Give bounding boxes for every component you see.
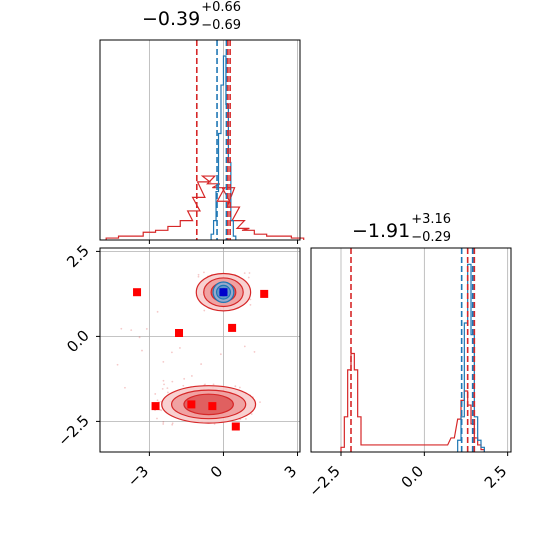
joint-sample-point	[200, 363, 203, 365]
joint-sample-point	[120, 327, 123, 330]
joint-sample-point	[171, 380, 174, 383]
param-1-marginal-histogram-series-0	[105, 175, 305, 240]
param-2-marginal-panel	[310, 247, 512, 456]
upper-error-label: +3.16	[411, 212, 452, 227]
param-2-x-tick-label: 0.0	[398, 462, 428, 492]
joint-truth-marker	[219, 288, 228, 297]
joint-marker-point	[231, 422, 240, 431]
joint-sample-point	[116, 363, 119, 366]
joint-marker-point	[175, 329, 184, 337]
joint-sample-point	[197, 273, 200, 276]
param-2-x-tick-label: −2.5	[305, 462, 343, 500]
joint-sample-point	[182, 384, 185, 387]
joint-sample-point	[250, 413, 253, 415]
joint-sample-point	[253, 351, 256, 353]
param-2-marginal-frame	[310, 247, 512, 453]
joint-sample-point	[167, 391, 169, 394]
joint-x-tick-label: −3	[124, 462, 152, 490]
joint-marker-point	[228, 323, 237, 332]
median-label: −1.91	[352, 220, 411, 242]
joint-sample-point	[247, 276, 250, 279]
joint-sample-point	[156, 310, 159, 313]
joint-sample-point	[190, 375, 193, 377]
median-label: −0.39	[142, 8, 201, 30]
joint-sample-point	[243, 272, 246, 274]
param-1-marginal-histogram-series-1	[210, 55, 237, 240]
joint-marker-point	[151, 402, 160, 411]
joint-sample-point	[171, 351, 173, 354]
joint-sample-point	[245, 417, 247, 420]
joint-sample-point	[249, 303, 252, 306]
joint-sample-point	[249, 298, 252, 301]
joint-sample-point	[162, 379, 165, 382]
joint-sample-point	[130, 329, 133, 331]
joint-marker-point	[208, 402, 217, 411]
joint-sample-point	[203, 271, 205, 274]
joint-marker-point	[260, 289, 269, 298]
joint-sample-point	[179, 347, 181, 349]
joint-sample-point	[156, 399, 159, 402]
joint-sample-point	[171, 423, 174, 426]
joint-sample-point	[141, 349, 143, 352]
joint-marker-point	[187, 400, 196, 409]
joint-frame	[99, 247, 301, 453]
joint-sample-point	[138, 336, 141, 339]
joint-sample-point	[162, 421, 165, 423]
joint-y-tick-label: 0.0	[63, 327, 93, 357]
param-1-marginal-frame	[99, 39, 301, 241]
joint-sample-point	[156, 417, 158, 420]
joint-sample-point	[238, 386, 241, 389]
joint-sample-point	[243, 345, 246, 348]
joint-sample-point	[259, 401, 261, 404]
joint-sample-point	[124, 386, 126, 389]
joint-sample-point	[161, 387, 164, 390]
joint-y-tick-label: −2.5	[54, 412, 92, 450]
joint-sample-point	[160, 409, 163, 412]
joint-sample-point	[219, 353, 222, 356]
lower-error-label: −0.69	[201, 18, 242, 33]
param-2-marginal-histogram-series-0	[340, 352, 485, 452]
joint-sample-point	[203, 309, 206, 312]
joint-sample-point	[162, 423, 165, 425]
lower-error-label: −0.29	[411, 230, 452, 245]
joint-sample-point	[163, 383, 165, 386]
joint-sample-point	[154, 393, 157, 395]
joint-sample-point	[234, 385, 237, 388]
joint-x-tick-label: 3	[281, 462, 300, 481]
upper-error-label: +0.66	[201, 0, 242, 15]
joint-sample-point	[145, 328, 148, 330]
title-param-2: −1.91 +3.16 −0.29	[352, 212, 451, 245]
param-2-x-tick-label: 2.5	[481, 462, 511, 492]
joint-x-tick-label: 0	[207, 462, 226, 481]
joint-panel	[96, 247, 301, 456]
joint-sample-point	[248, 272, 251, 274]
joint-sample-point	[204, 383, 206, 386]
joint-y-tick-label: 2.5	[63, 242, 93, 272]
title-param-1: −0.39 +0.66 −0.69	[142, 0, 241, 33]
param-1-marginal-panel	[99, 39, 305, 244]
joint-sample-point	[166, 387, 169, 390]
joint-marker-point	[133, 288, 142, 297]
joint-sample-point	[197, 275, 200, 278]
joint-sample-point	[183, 377, 186, 380]
joint-sample-point	[212, 383, 215, 386]
joint-sample-point	[162, 360, 165, 363]
joint-sample-point	[171, 422, 174, 425]
